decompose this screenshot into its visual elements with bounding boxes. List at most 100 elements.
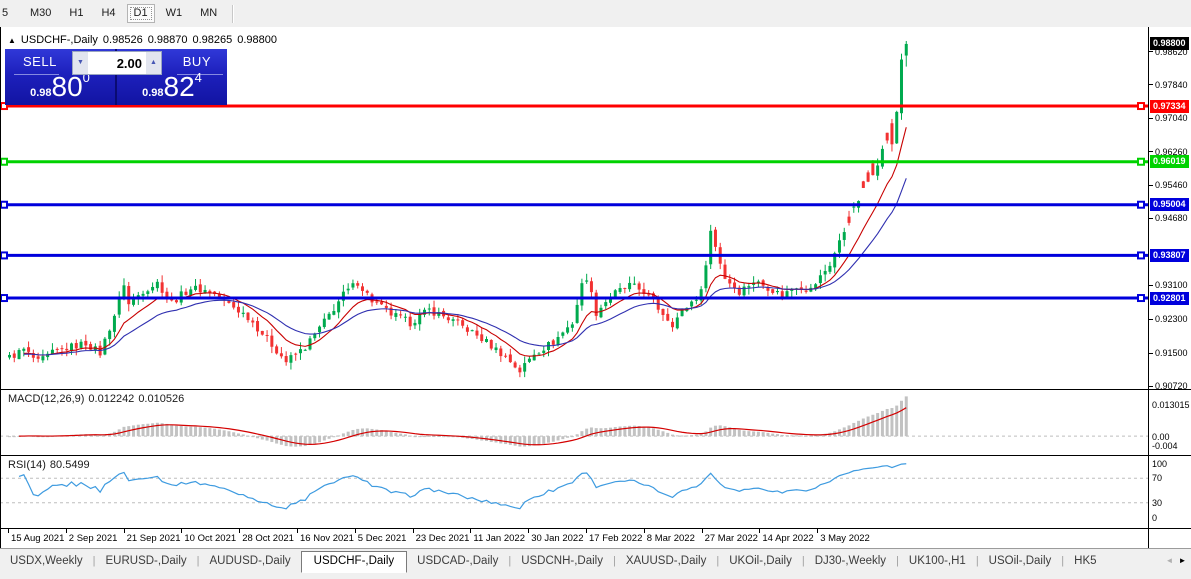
timeframe-button-H4[interactable]: H4 [101, 7, 116, 19]
timeframe-button-H1[interactable]: H1 [69, 7, 84, 19]
chart-tab-HK5[interactable]: HK5 [1074, 555, 1097, 567]
price-level-badge: 0.92801 [1150, 291, 1189, 305]
price-tick-label: 0.95460 [1155, 180, 1188, 191]
chart-tab-UKOil-Daily[interactable]: UKOil-,Daily [729, 555, 792, 567]
tab-separator: | [801, 555, 805, 567]
date-tick [412, 529, 414, 533]
volume-decrease-button[interactable]: ▼ [73, 52, 88, 74]
date-label: 30 Jan 2022 [531, 533, 584, 544]
date-tick [470, 529, 472, 533]
chart-tab-EURUSD-Daily[interactable]: EURUSD-,Daily [105, 555, 187, 567]
chart-tab-AUDUSD-Daily[interactable]: AUDUSD-,Daily [209, 555, 291, 567]
chart-tab-USDCNH-Daily[interactable]: USDCNH-,Daily [521, 555, 603, 567]
buy-price: 0.98824 [142, 70, 202, 102]
price-tick [1149, 318, 1153, 320]
chart-tab-USOil-Daily[interactable]: USOil-,Daily [988, 555, 1052, 567]
date-tick [528, 529, 530, 533]
collapse-panel-icon[interactable]: ▲ [8, 36, 16, 45]
price-tick-label: 0.98620 [1155, 46, 1188, 57]
chart-symbol-label: USDCHF-,Daily [20, 34, 98, 46]
date-label: 15 Aug 2021 [11, 533, 65, 544]
date-tick [586, 529, 587, 533]
date-label: 2 Sep 2021 [68, 533, 118, 544]
price-tick [1149, 385, 1153, 387]
chart-tab-UK100-H1[interactable]: UK100-,H1 [908, 555, 966, 567]
chart-tab-bar: USDX,Weekly | EURUSD-,Daily | AUDUSD-,Daily U… [0, 548, 1191, 579]
sell-button[interactable]: SELL 0.98800 [5, 49, 115, 105]
time-axis[interactable]: 15 Aug 2021 2 Sep 2021 21 Sep 2021 10 Oct 2… [0, 529, 1148, 548]
price-tick-label: 0.96260 [1155, 146, 1188, 157]
macd-axis-label: 0.013015 [1152, 400, 1190, 410]
volume-input[interactable] [88, 52, 146, 74]
rsi-axis-label: 100 [1152, 459, 1168, 469]
price-level-badge: 0.93807 [1150, 248, 1189, 262]
rsi-axis-label: 0 [1152, 513, 1158, 523]
ohlc-low: 0.98265 [192, 34, 233, 46]
date-label: 28 Oct 2021 [242, 533, 294, 544]
price-tick-label: 0.94680 [1155, 213, 1188, 224]
price-tick-label: 0.97840 [1155, 79, 1188, 90]
tab-separator: | [975, 555, 979, 567]
one-click-trading-panel: SELL 0.98800 BUY 0.98824 ▼ ▲ [5, 49, 227, 105]
tab-scroll-right-icon[interactable]: ► [1178, 556, 1187, 565]
date-tick [817, 529, 819, 533]
tab-scroll-buttons: ◄ ► [1163, 554, 1189, 568]
ohlc-close: 0.98800 [237, 34, 277, 46]
price-level-badge: 0.95004 [1150, 198, 1189, 212]
timeframe-button-D1[interactable]: D1 [126, 4, 155, 23]
arrow-down-icon: ▼ [77, 59, 84, 66]
tab-separator: | [612, 555, 616, 567]
date-tick [297, 529, 298, 533]
rsi-indicator-panel[interactable]: RSI(14) 80.5499 [0, 456, 1148, 529]
price-chart-svg [0, 40, 1148, 378]
timeframe-button-5[interactable]: 5 [2, 7, 9, 19]
timeframe-button-MN[interactable]: MN [200, 7, 218, 19]
date-label: 5 Dec 2021 [357, 533, 407, 544]
toolbar-separator [232, 4, 235, 23]
price-axis[interactable]: 0.98620 0.97840 0.97040 0.96260 0.95460 0.946… [1149, 27, 1191, 548]
chart-ohlc-header: ▲ USDCHF-,Daily 0.98526 0.98870 0.98265 0.988… [8, 34, 282, 46]
chart-tab-USDCAD-Daily[interactable]: USDCAD-,Daily [417, 555, 499, 567]
price-tick [1149, 217, 1153, 219]
macd-axis-label: 0.00 [1152, 432, 1170, 443]
date-tick [643, 529, 645, 533]
price-tick [1149, 284, 1153, 286]
price-level-badge: 0.97334 [1150, 99, 1189, 113]
timeframe-button-M30[interactable]: M30 [30, 7, 52, 19]
tab-separator: | [92, 555, 96, 567]
tab-separator: | [1061, 555, 1065, 567]
date-label: 8 Mar 2022 [646, 533, 695, 544]
date-tick [8, 529, 9, 533]
date-label: 10 Oct 2021 [184, 533, 237, 544]
date-label: 11 Jan 2022 [473, 533, 525, 544]
chart-tab-USDCHF-Daily[interactable]: USDCHF-,Daily [300, 551, 408, 573]
sell-price: 0.98800 [30, 70, 90, 102]
price-tick [1149, 151, 1153, 153]
date-tick [65, 529, 67, 533]
date-label: 27 Mar 2022 [704, 533, 758, 544]
buy-button[interactable]: BUY 0.98824 [115, 49, 227, 105]
volume-spinner: ▼ ▲ [72, 51, 162, 75]
date-tick [701, 529, 703, 533]
arrow-up-icon: ▲ [150, 59, 157, 66]
chart-tab-DJ30-Weekly[interactable]: DJ30-,Weekly [814, 555, 887, 567]
chart-tab-USDX-Weekly[interactable]: USDX,Weekly [10, 555, 83, 567]
price-tick [1149, 184, 1153, 186]
date-tick [123, 529, 125, 533]
chart-tab-XAUUSD-Daily[interactable]: XAUUSD-,Daily [625, 555, 707, 567]
price-tick-label: 0.91500 [1155, 348, 1188, 359]
timeframe-button-W1[interactable]: W1 [165, 7, 183, 19]
tab-separator: | [896, 555, 899, 567]
tab-separator: | [716, 555, 720, 567]
macd-axis-label: -0.004 [1152, 441, 1178, 452]
price-tick [1149, 352, 1153, 354]
timeframe-toolbar: 5 M30 H1 H4 D1 W1 MN [0, 0, 1191, 29]
volume-increase-button[interactable]: ▲ [146, 52, 161, 74]
rsi-label: RSI(14) 80.5499 [8, 459, 90, 471]
tab-scroll-left-icon[interactable]: ◄ [1165, 556, 1174, 565]
price-tick-label: 0.93100 [1155, 280, 1188, 291]
date-label: 16 Nov 2021 [300, 533, 354, 544]
date-label: 14 Apr 2022 [762, 533, 814, 544]
macd-indicator-panel[interactable]: MACD(12,26,9) 0.012242 0.010526 [0, 390, 1148, 456]
